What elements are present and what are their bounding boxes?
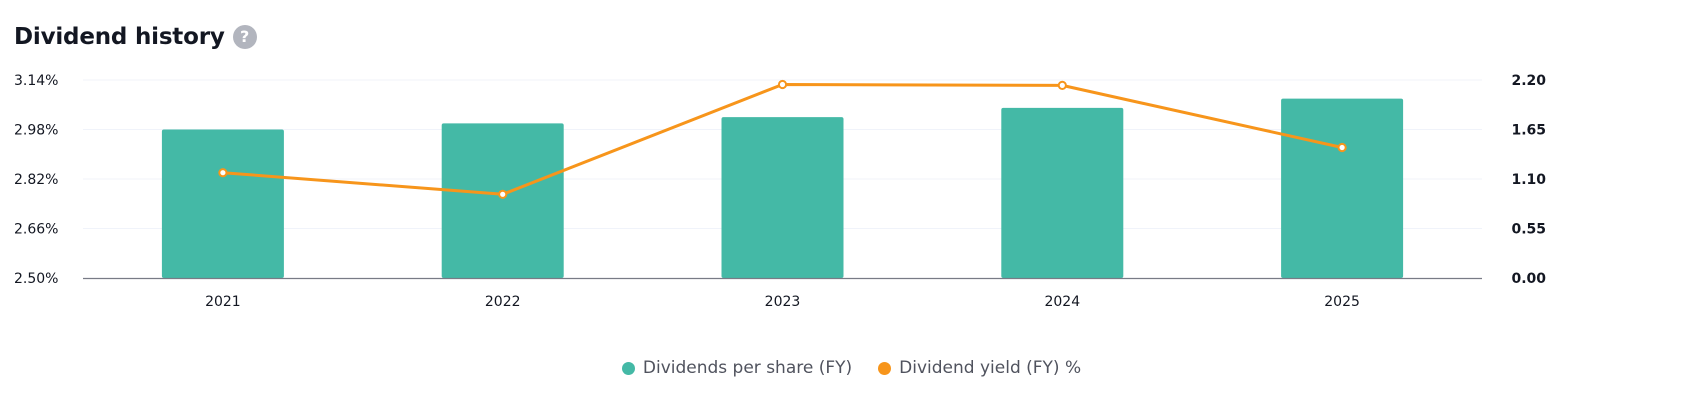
chart-legend: Dividends per share (FY) Dividend yield …	[0, 358, 1703, 378]
bar-dividends-per-share	[441, 123, 564, 278]
legend-dot-yield	[878, 361, 892, 375]
bar-dividends-per-share	[1281, 98, 1404, 278]
point-dividend-yield	[218, 168, 228, 178]
point-dividend-yield	[498, 189, 508, 199]
x-axis-tick: 2024	[1044, 294, 1080, 310]
right-axis-tick: 1.10	[1511, 172, 1546, 188]
right-axis-tick: 2.20	[1511, 73, 1546, 89]
chart-title: Dividend history	[14, 24, 225, 50]
legend-dot-dividends	[621, 361, 635, 375]
x-axis-tick: 2023	[765, 294, 801, 310]
point-dividend-yield	[777, 79, 788, 90]
dividend-chart: 3.14% 2.98% 2.82% 2.66% 2.50% 2.20 1.65 1.10 0.5…	[14, 73, 1546, 310]
left-axis-tick: 2.50%	[14, 271, 58, 287]
left-axis-tick: 3.14%	[14, 73, 58, 89]
x-axis-tick: 2021	[205, 294, 241, 310]
right-axis-tick: 0.00	[1511, 271, 1546, 287]
legend-label-yield: Dividend yield (FY) %	[899, 358, 1082, 378]
x-axis-tick: 2022	[485, 294, 521, 310]
point-dividend-yield	[1057, 80, 1067, 91]
legend-item-yield[interactable]: Dividend yield (FY) %	[878, 358, 1081, 378]
left-axis-tick: 2.82%	[14, 172, 58, 188]
bar-dividends-per-share	[161, 129, 284, 278]
point-dividend-yield	[1337, 142, 1347, 153]
right-axis-tick: 1.65	[1511, 123, 1546, 139]
right-axis-tick: 0.55	[1511, 222, 1546, 238]
bar-dividends-per-share	[721, 117, 844, 278]
legend-label-dividends: Dividends per share (FY)	[642, 358, 853, 378]
x-axis-tick: 2025	[1324, 294, 1360, 310]
bar-dividends-per-share	[1001, 107, 1124, 278]
chart-header: Dividend history ?	[14, 24, 257, 50]
left-axis-tick: 2.98%	[14, 123, 58, 139]
help-icon[interactable]: ?	[232, 25, 257, 49]
left-axis-tick: 2.66%	[14, 222, 58, 238]
legend-item-dividends[interactable]: Dividends per share (FY)	[621, 358, 853, 378]
